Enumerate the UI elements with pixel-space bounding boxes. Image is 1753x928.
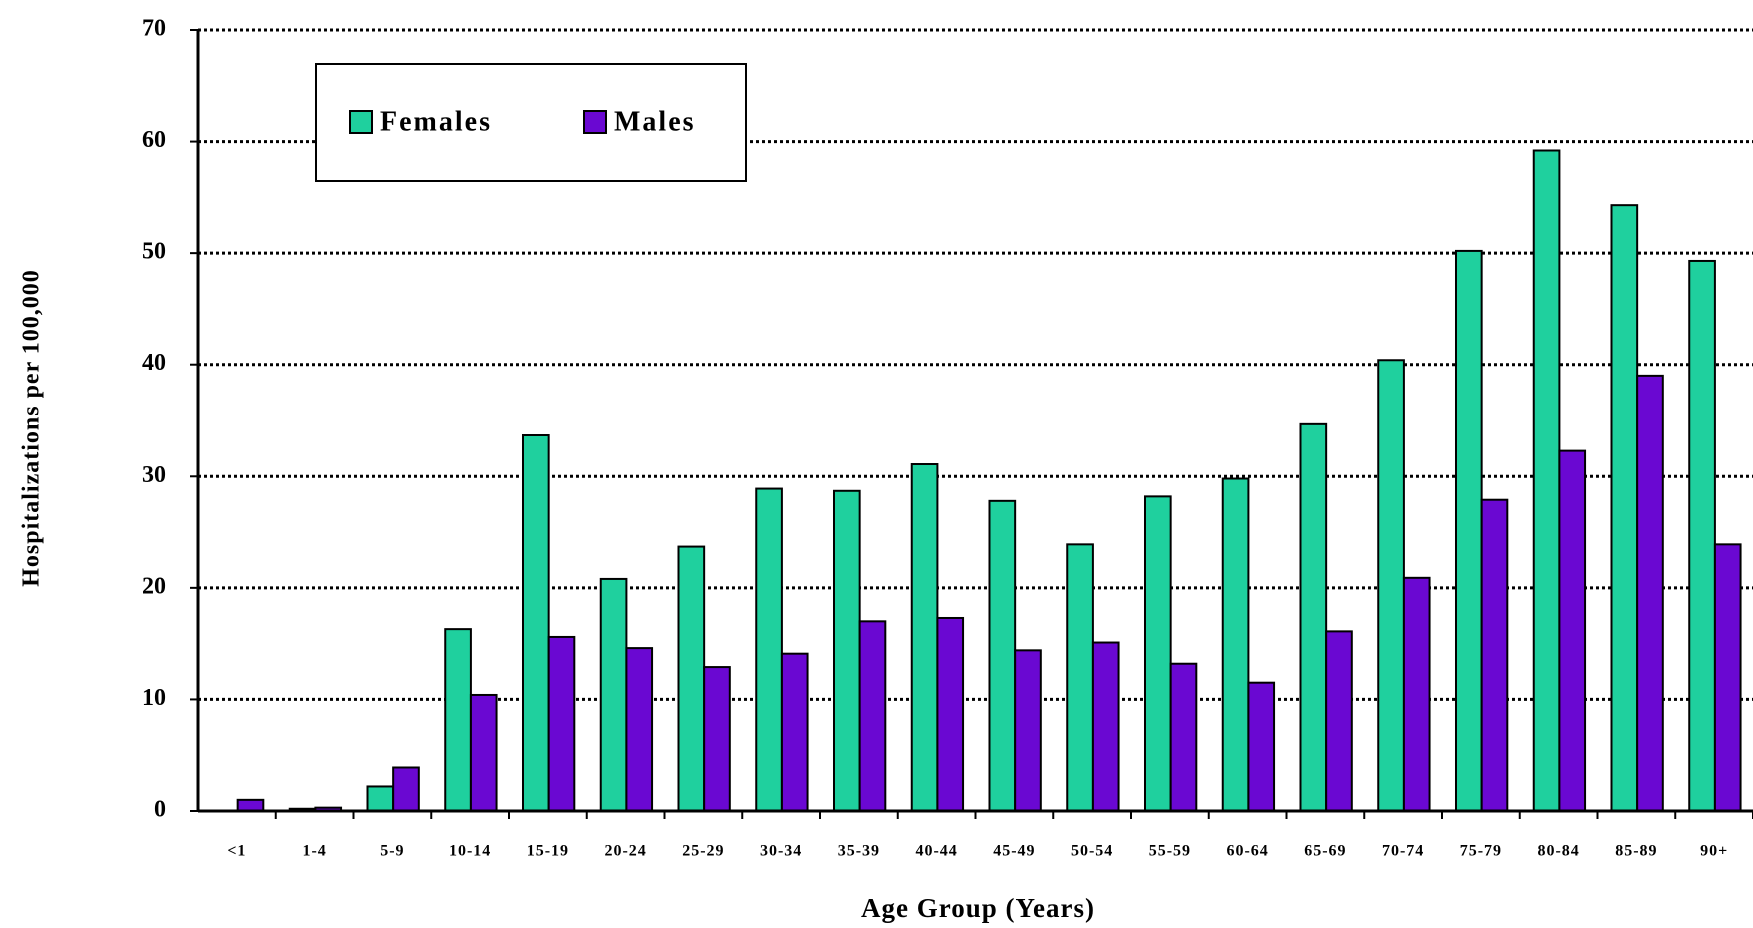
y-tick-label: 10 xyxy=(142,685,166,711)
bar xyxy=(677,545,706,813)
bar xyxy=(599,577,628,813)
x-axis-title: Age Group (Years) xyxy=(861,893,1095,923)
bar xyxy=(703,666,731,813)
bar xyxy=(469,693,498,812)
x-tick-label: 35-39 xyxy=(838,843,880,860)
legend-swatch xyxy=(349,110,373,134)
bar xyxy=(1143,495,1172,812)
x-tick-label: 50-54 xyxy=(1071,843,1113,860)
bar xyxy=(366,785,395,812)
bar xyxy=(444,628,472,812)
x-tick-label: 1-4 xyxy=(302,843,326,860)
bar xyxy=(858,620,887,812)
bar xyxy=(1610,204,1639,813)
x-tick-label: 20-24 xyxy=(604,843,646,860)
x-tick-label: 5-9 xyxy=(380,843,404,860)
y-tick-label: 30 xyxy=(142,462,166,488)
bar xyxy=(1066,543,1094,812)
bar xyxy=(1377,359,1405,812)
y-tick-label: 50 xyxy=(142,239,166,265)
legend-swatch xyxy=(583,110,607,134)
bar xyxy=(1169,662,1198,812)
legend-label: Males xyxy=(614,106,696,137)
y-tick-label: 20 xyxy=(142,573,166,599)
x-tick-label: 55-59 xyxy=(1149,843,1191,860)
bar xyxy=(755,487,783,812)
bar xyxy=(1325,630,1353,812)
bar xyxy=(1558,449,1587,812)
bar xyxy=(1532,149,1561,813)
x-tick-label: 60-64 xyxy=(1226,843,1268,860)
legend-box xyxy=(315,63,747,182)
bar xyxy=(780,652,809,812)
bar xyxy=(910,463,939,812)
x-tick-label: 75-79 xyxy=(1460,843,1502,860)
x-tick-label: 90+ xyxy=(1700,843,1728,860)
bar xyxy=(1636,374,1664,812)
x-tick-label: 85-89 xyxy=(1615,843,1657,860)
x-tick-label: 25-29 xyxy=(682,843,724,860)
x-tick-label: 65-69 xyxy=(1304,843,1346,860)
y-axis-title: Hospitalizations per 100,000 xyxy=(19,269,45,587)
x-tick-label: 30-34 xyxy=(760,843,802,860)
x-tick-label: 15-19 xyxy=(527,843,569,860)
x-tick-label: 40-44 xyxy=(915,843,957,860)
bar xyxy=(547,635,576,812)
x-tick-label: 10-14 xyxy=(449,843,491,860)
bar xyxy=(1247,681,1276,813)
bar xyxy=(832,489,861,812)
bar xyxy=(1688,259,1716,812)
legend-label: Females xyxy=(380,106,492,137)
bar xyxy=(1091,641,1120,813)
x-tick-label: 70-74 xyxy=(1382,843,1424,860)
bar xyxy=(1299,422,1328,812)
bar xyxy=(521,434,550,812)
bar xyxy=(1221,477,1250,812)
bar xyxy=(1014,649,1042,813)
bar xyxy=(392,766,420,812)
y-tick-label: 70 xyxy=(142,16,166,42)
bar xyxy=(988,499,1017,812)
x-tick-label: <1 xyxy=(227,843,246,860)
bar xyxy=(1713,543,1742,812)
x-tick-label: 45-49 xyxy=(993,843,1035,860)
x-tick-label: 80-84 xyxy=(1537,843,1579,860)
bar xyxy=(625,647,654,812)
y-tick-label: 60 xyxy=(142,127,166,153)
y-tick-label: 0 xyxy=(154,797,166,823)
bar xyxy=(1402,576,1431,813)
bar xyxy=(1480,498,1509,812)
bar xyxy=(1454,249,1483,812)
y-tick-label: 40 xyxy=(142,350,166,376)
bar xyxy=(936,616,965,813)
bar xyxy=(236,798,265,812)
